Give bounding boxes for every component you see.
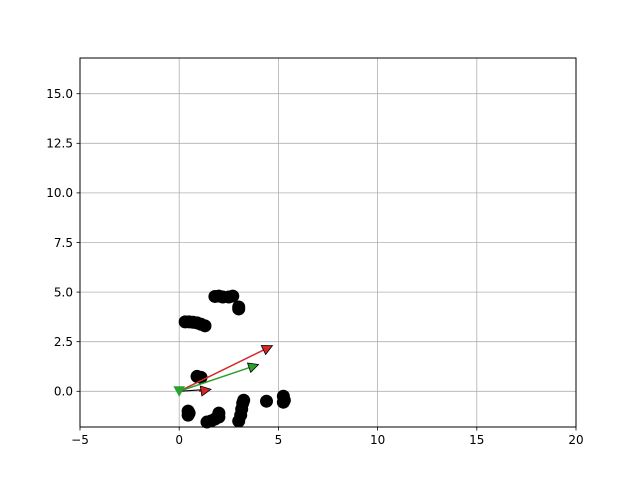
y-tick-label: 12.5: [46, 137, 73, 151]
x-tick-label: −5: [71, 433, 89, 447]
arrows: [173, 345, 274, 397]
scatter-point: [259, 394, 273, 408]
y-axis: 0.0 2.5 5.0 7.5 10.0 12.5 15.0: [46, 87, 80, 399]
arrow-head: [199, 385, 212, 397]
arrow-head: [246, 362, 260, 374]
y-tick-label: 0.0: [54, 385, 73, 399]
scatter-point: [198, 319, 212, 333]
x-tick-label: 0: [175, 433, 183, 447]
x-tick-label: 20: [568, 433, 583, 447]
y-tick-label: 2.5: [54, 335, 73, 349]
y-tick-label: 10.0: [46, 186, 73, 200]
x-tick-label: 10: [370, 433, 385, 447]
scatter-point: [194, 370, 208, 384]
arrow-head: [260, 345, 274, 356]
scatter-point: [232, 302, 246, 316]
scatter-point: [276, 395, 290, 409]
scatter-point: [237, 393, 251, 407]
scatter-point: [212, 410, 226, 424]
data-marks: [178, 289, 291, 429]
y-tick-label: 5.0: [54, 285, 73, 299]
scatter-point: [182, 406, 196, 420]
x-tick-label: 5: [275, 433, 283, 447]
y-tick-label: 15.0: [46, 87, 73, 101]
x-tick-label: 15: [469, 433, 484, 447]
arrow: [178, 366, 250, 393]
scatter-point: [226, 289, 240, 303]
y-tick-label: 7.5: [54, 236, 73, 250]
x-axis: −5 0 5 10 15 20: [71, 427, 584, 447]
arrow-marker: [173, 386, 186, 397]
arrow: [178, 349, 264, 392]
